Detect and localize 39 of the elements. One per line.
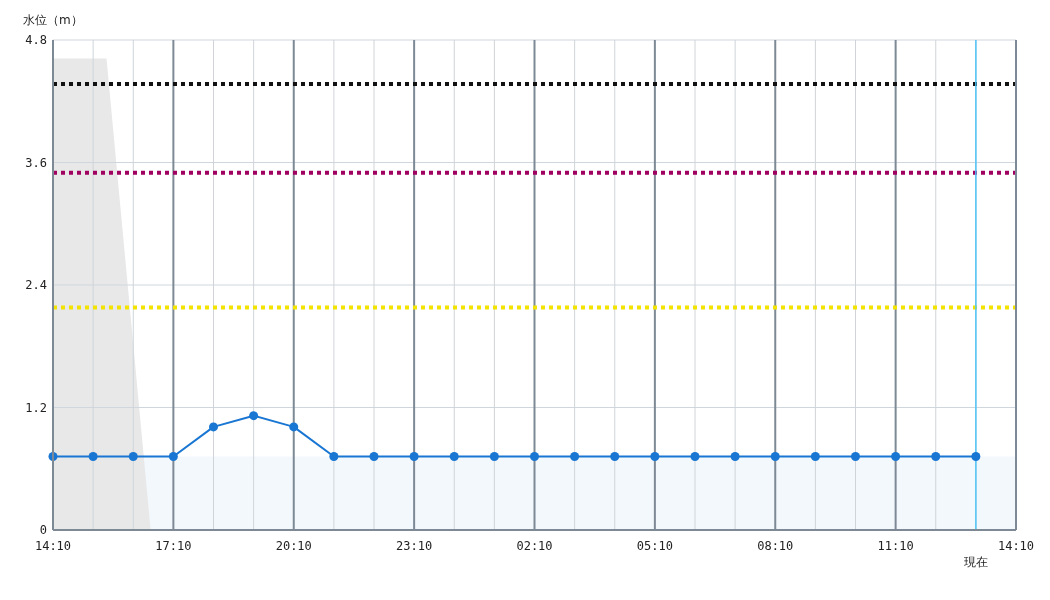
point [168, 452, 178, 461]
x-tick-label: 17:10 [155, 539, 192, 553]
point [770, 452, 780, 461]
point [530, 452, 539, 461]
point [891, 452, 901, 461]
point [851, 452, 860, 461]
x-tick-label: 14:10 [34, 539, 72, 553]
point [730, 452, 740, 461]
ref-line-label: 現在 [963, 555, 988, 569]
x-tick-label: 20:10 [275, 539, 312, 553]
point [931, 452, 941, 461]
x-tick-label: 23:10 [396, 539, 433, 553]
y-tick-label: 1.2 [25, 400, 47, 415]
x-tick-label: 02:10 [516, 539, 553, 553]
point [650, 452, 660, 461]
point [249, 411, 259, 421]
x-tick-label: 14:10 [997, 539, 1035, 553]
point [88, 452, 98, 461]
x-tick-label: 05:10 [636, 539, 673, 553]
y-tick-label: 3.6 [25, 155, 47, 170]
point [690, 452, 700, 461]
point [570, 452, 580, 461]
point [971, 452, 981, 461]
point [449, 452, 459, 461]
point [128, 452, 138, 461]
y-tick-label: 2.4 [25, 278, 47, 292]
point [289, 422, 299, 432]
point [409, 452, 419, 461]
point [369, 452, 379, 461]
point [209, 422, 218, 432]
point [489, 452, 499, 461]
y-axis-title: 水位（m） [23, 13, 83, 27]
point [810, 452, 820, 461]
point [610, 452, 620, 461]
y-tick-label: 0 [39, 523, 47, 537]
point [329, 452, 339, 461]
x-tick-label: 08:10 [757, 539, 794, 553]
y-tick-label: 4.8 [25, 33, 47, 47]
x-tick-label: 11:10 [877, 539, 914, 553]
